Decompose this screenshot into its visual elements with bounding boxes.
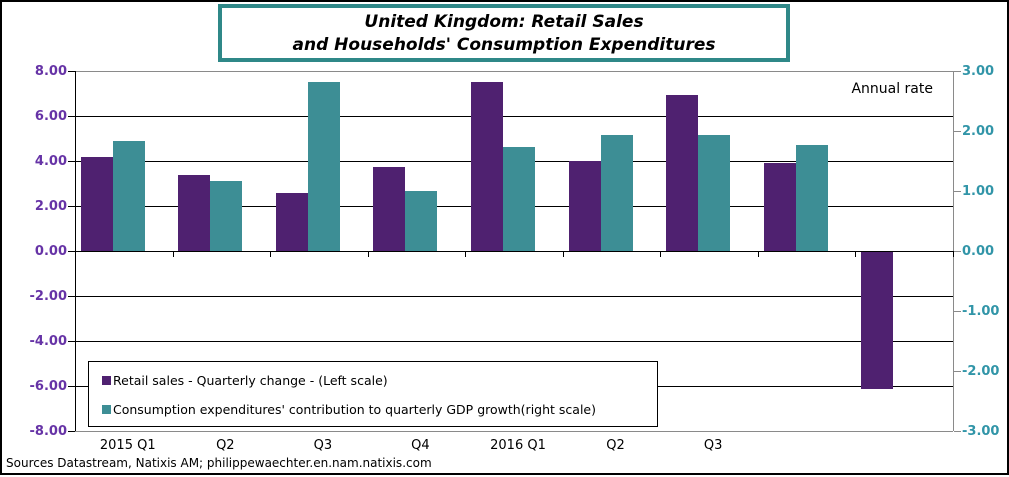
annual-rate-annotation: Annual rate — [851, 81, 933, 97]
consumption-bar — [307, 81, 340, 251]
left-axis-tick-label: 6.00 — [34, 109, 67, 124]
retail-sales-bar — [80, 156, 113, 251]
left-axis-tick-label: -2.00 — [29, 289, 67, 304]
category-axis-tick — [465, 251, 467, 257]
category-axis-tick — [367, 251, 369, 257]
gridline — [75, 431, 953, 432]
left-axis-tick — [68, 71, 75, 72]
left-axis-tick-label: -8.00 — [29, 424, 67, 439]
consumption-bar — [405, 191, 438, 251]
right-axis-tick-label: 1.00 — [962, 184, 995, 199]
left-axis-tick-label: 0.00 — [34, 244, 67, 259]
gridline — [75, 296, 953, 297]
left-axis-tick-label: 4.00 — [34, 154, 67, 169]
consumption-bar — [600, 134, 633, 251]
right-axis-tick-label: 2.00 — [962, 124, 995, 139]
right-axis-tick-label: 0.00 — [962, 244, 995, 259]
right-axis-tick — [954, 71, 961, 72]
gridline — [75, 116, 953, 117]
x-axis-label: 2015 Q1 — [99, 438, 156, 453]
left-axis-tick — [68, 431, 75, 432]
left-axis-tick — [68, 251, 75, 252]
retail-sales-bar — [178, 174, 211, 251]
legend-item-retail-sales: Retail sales - Quarterly change - (Left … — [102, 373, 388, 388]
legend-label: Consumption expenditures' contribution t… — [113, 402, 596, 417]
category-axis-tick — [953, 251, 954, 257]
x-axis-label: Q3 — [313, 438, 333, 453]
zero-gridline — [75, 251, 953, 252]
retail-sales-bar — [373, 166, 406, 251]
chart-title-line1: United Kingdom: Retail Sales — [364, 12, 644, 32]
category-axis-tick — [855, 251, 857, 257]
retail-sales-bar — [861, 252, 894, 390]
chart-title-line2: and Households' Consumption Expenditures — [292, 35, 716, 55]
category-axis-tick — [757, 251, 759, 257]
consumption-bar — [112, 140, 145, 251]
left-axis-tick — [68, 116, 75, 117]
category-axis-tick — [660, 251, 662, 257]
right-axis-tick — [954, 191, 961, 192]
right-axis-tick-label: -1.00 — [962, 304, 1000, 319]
x-axis-label: Q3 — [703, 438, 723, 453]
legend-item-consumption: Consumption expenditures' contribution t… — [102, 402, 596, 417]
consumption-bar — [503, 147, 535, 251]
category-axis-tick — [270, 251, 272, 257]
source-text: Sources Datastream, Natixis AM; philippe… — [6, 456, 432, 470]
legend-box: Retail sales - Quarterly change - (Left … — [88, 361, 658, 427]
left-axis-tick — [68, 161, 75, 162]
consumption-bar — [795, 144, 828, 251]
right-axis-tick-label: 3.00 — [962, 64, 995, 79]
gridline — [75, 341, 953, 342]
left-axis-tick — [68, 296, 75, 297]
right-axis-tick — [954, 431, 961, 432]
right-axis-tick — [954, 311, 961, 312]
chart-title-box: United Kingdom: Retail Sales and Househo… — [218, 4, 790, 62]
retail-sales-bar — [666, 94, 699, 251]
category-axis-tick — [172, 251, 174, 257]
consumption-swatch — [102, 405, 111, 414]
category-axis-tick — [75, 251, 76, 257]
x-axis-label: Q2 — [216, 438, 235, 453]
category-axis-tick — [562, 251, 564, 257]
retail-sales-bar — [568, 161, 601, 251]
retail-sales-bar — [763, 163, 796, 251]
left-axis-tick-label: -6.00 — [29, 379, 67, 394]
right-axis-tick — [954, 251, 961, 252]
x-axis-label: 2016 Q1 — [490, 438, 546, 453]
consumption-bar — [210, 180, 243, 251]
gridline — [75, 71, 953, 72]
x-axis-label: Q4 — [411, 438, 430, 453]
x-axis-label: Q2 — [606, 438, 625, 453]
retail-sales-swatch — [102, 376, 111, 385]
left-axis-tick — [68, 206, 75, 207]
right-axis-tick — [954, 131, 961, 132]
right-axis-tick-label: -2.00 — [962, 364, 1000, 379]
left-axis-tick-label: -4.00 — [29, 334, 67, 349]
left-axis-tick-label: 2.00 — [34, 199, 67, 214]
retail-sales-bar — [471, 82, 503, 251]
consumption-bar — [698, 134, 731, 251]
right-axis-tick-label: -3.00 — [962, 424, 1000, 439]
right-axis-tick — [954, 371, 961, 372]
left-axis-tick-label: 8.00 — [34, 64, 67, 79]
retail-sales-bar — [275, 192, 308, 251]
legend-label: Retail sales - Quarterly change - (Left … — [113, 373, 388, 388]
left-axis-tick — [68, 386, 75, 387]
left-axis-tick — [68, 341, 75, 342]
